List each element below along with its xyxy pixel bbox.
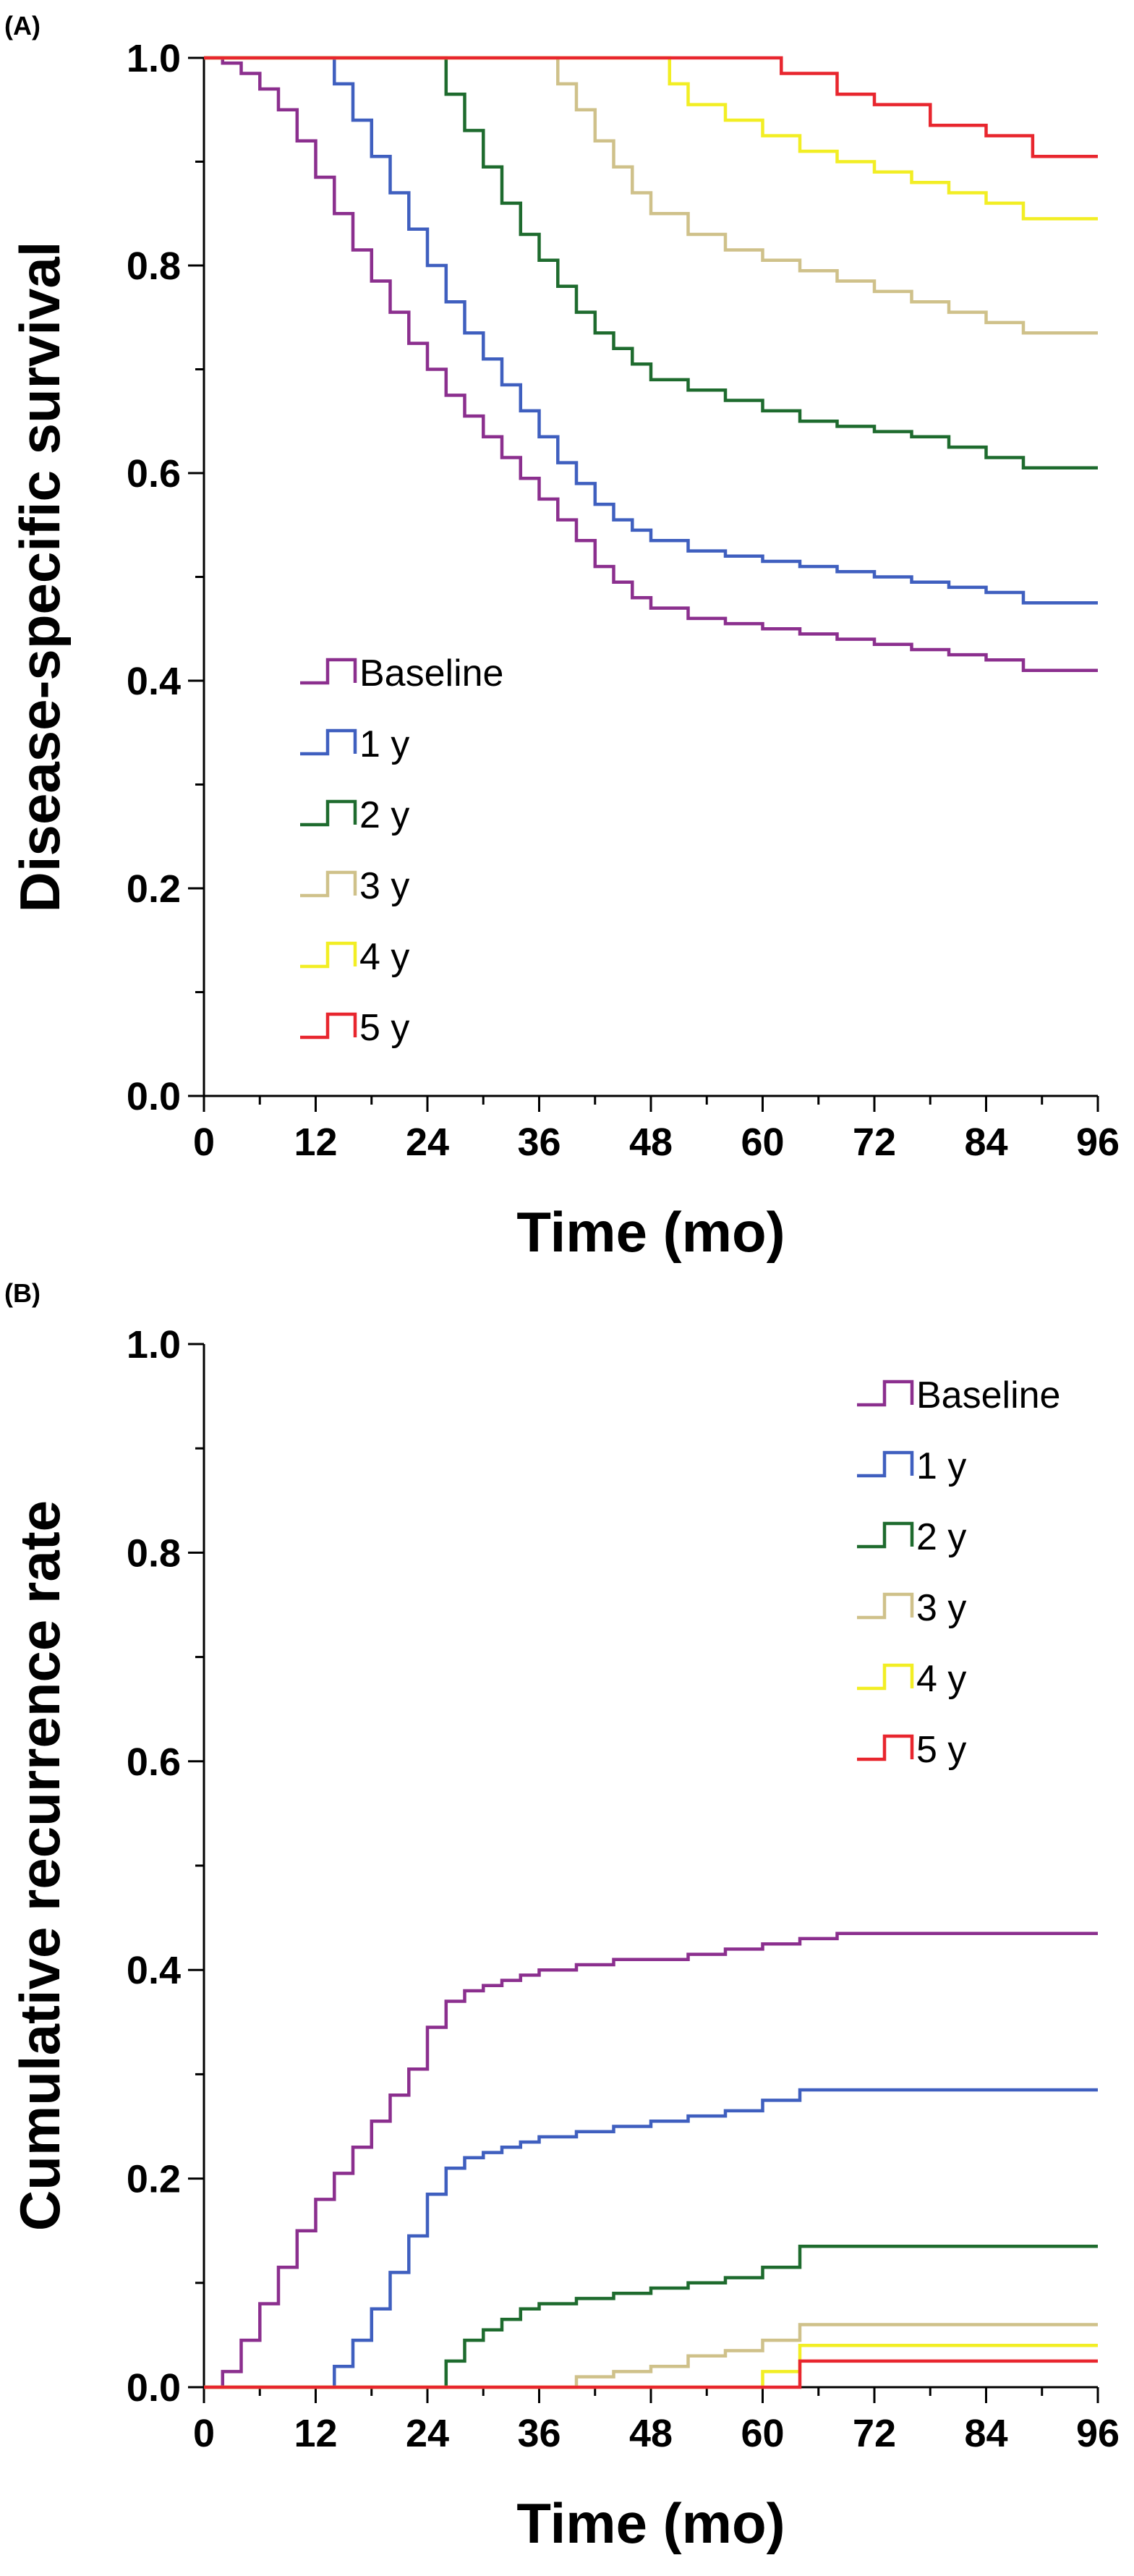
series-line-6	[204, 2359, 1098, 2389]
legend-label: 3 y	[916, 1587, 966, 1629]
y-tick-label: 1.0	[127, 37, 181, 80]
y-tick-label: 0.0	[127, 2366, 181, 2410]
legend-symbol	[857, 1380, 914, 1407]
legend: Baseline 1 y 2 y 3 y 4 y 5 y	[300, 652, 503, 1049]
legend-symbol	[300, 941, 357, 969]
legend-label: 5 y	[359, 1007, 409, 1049]
legend: Baseline 1 y 2 y 3 y 4 y 5 y	[857, 1374, 1060, 1771]
series-line-3	[204, 2245, 1098, 2389]
y-tick-label: 0.4	[127, 1949, 181, 1992]
x-tick-label: 84	[964, 2412, 1007, 2455]
series-line-6	[204, 56, 1098, 158]
x-tick-label: 72	[853, 1121, 896, 1164]
series-line-1	[204, 56, 1098, 672]
x-tick-label: 84	[964, 1121, 1007, 1164]
legend-symbol	[857, 1450, 914, 1478]
x-tick-label: 36	[517, 2412, 560, 2455]
x-tick-label: 96	[1076, 2412, 1120, 2455]
x-tick-label: 60	[741, 1121, 784, 1164]
x-tick-label: 0	[193, 2412, 215, 2455]
legend-label: 4 y	[359, 936, 409, 978]
legend-symbol	[300, 870, 357, 898]
legend-label: 1 y	[359, 723, 409, 765]
x-tick-label: 36	[517, 1121, 560, 1164]
series-line-3	[204, 56, 1098, 470]
legend-symbol	[857, 1592, 914, 1620]
series-line-2	[204, 2088, 1098, 2389]
y-tick-label: 0.4	[127, 660, 181, 703]
series-line-5	[204, 56, 1098, 221]
x-tick-label: 12	[294, 2412, 337, 2455]
series-line-2	[204, 56, 1098, 605]
series-line-1	[204, 1931, 1098, 2389]
y-axis-title: Disease-specific survival	[8, 242, 72, 913]
panel-label: (B)	[4, 1278, 40, 1308]
y-tick-label: 0.6	[127, 452, 181, 496]
legend-symbol	[300, 1012, 357, 1040]
legend-label: Baseline	[359, 652, 503, 694]
x-axis-title: Time (mo)	[516, 1200, 785, 1264]
series-line-4	[204, 56, 1098, 335]
legend-symbol	[300, 728, 357, 756]
x-axis-title: Time (mo)	[516, 2491, 785, 2555]
chart-panel-1: (A) 0 12 24 36 48 60 72 84 96 0.0 0.2 0.4 0.6 0.8 1.0 Ti…	[4, 11, 1120, 1264]
y-tick-label: 1.0	[127, 1323, 181, 1366]
y-tick-label: 0.8	[127, 1531, 181, 1575]
panel-label: (A)	[4, 11, 40, 41]
legend-label: 3 y	[359, 865, 409, 907]
x-tick-label: 12	[294, 1121, 337, 1164]
y-axis-title: Cumulative recurrence rate	[8, 1500, 72, 2231]
legend-label: 2 y	[359, 794, 409, 836]
legend-label: Baseline	[916, 1374, 1060, 1416]
legend-symbol	[300, 799, 357, 827]
series-line-4	[204, 2323, 1098, 2389]
legend-symbol	[300, 658, 357, 685]
x-tick-label: 0	[193, 1121, 215, 1164]
y-tick-label: 0.2	[127, 867, 181, 911]
y-tick-label: 0.0	[127, 1075, 181, 1118]
x-tick-label: 48	[629, 1121, 673, 1164]
x-tick-label: 24	[406, 2412, 449, 2455]
legend-label: 1 y	[916, 1445, 966, 1487]
legend-label: 5 y	[916, 1729, 966, 1771]
y-tick-label: 0.6	[127, 1740, 181, 1784]
chart-panel-2: (B) 0 12 24 36 48 60 72 84 96 0.0 0.2 0.4 0.6 0.8 1.0 Ti…	[4, 1278, 1120, 2555]
x-tick-label: 48	[629, 2412, 673, 2455]
legend-label: 4 y	[916, 1658, 966, 1700]
x-tick-label: 96	[1076, 1121, 1120, 1164]
x-tick-label: 24	[406, 1121, 449, 1164]
x-tick-label: 60	[741, 2412, 784, 2455]
legend-symbol	[857, 1734, 914, 1761]
legend-symbol	[857, 1521, 914, 1549]
legend-symbol	[857, 1663, 914, 1691]
y-tick-label: 0.8	[127, 245, 181, 288]
x-tick-label: 72	[853, 2412, 896, 2455]
y-tick-label: 0.2	[127, 2158, 181, 2201]
legend-label: 2 y	[916, 1516, 966, 1558]
